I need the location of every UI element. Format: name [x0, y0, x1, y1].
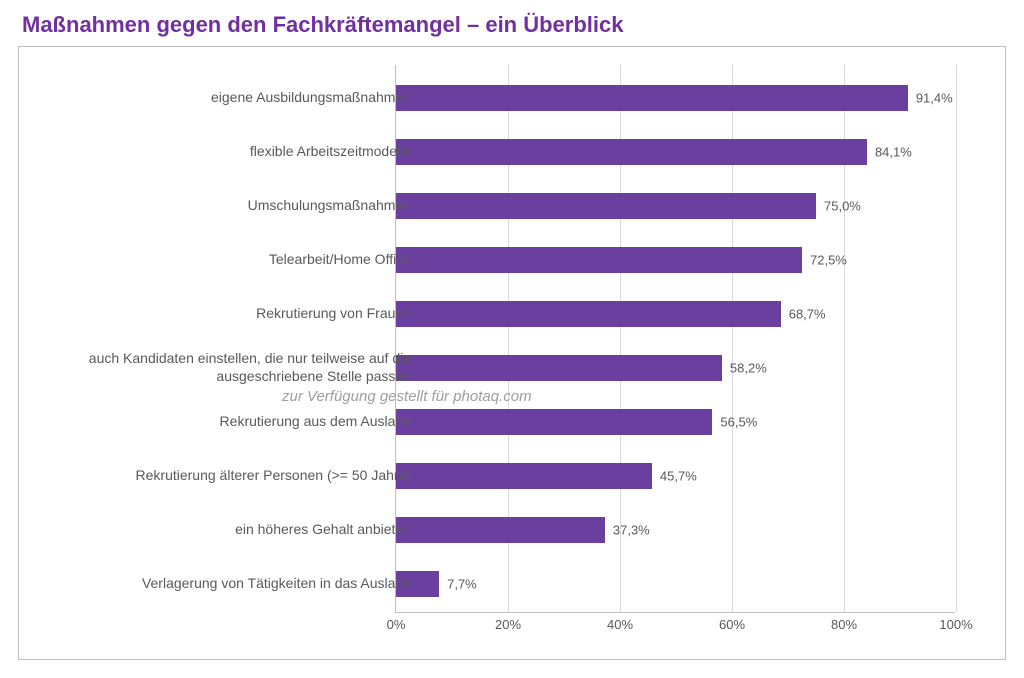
bar-value-label: 58,2%: [722, 361, 767, 376]
x-tick-label: 80%: [831, 617, 857, 632]
bar: 68,7%: [396, 301, 781, 327]
bar: 45,7%: [396, 463, 652, 489]
gridline: [956, 65, 957, 612]
bar: 58,2%: [396, 355, 722, 381]
bar-row: 72,5%: [396, 247, 955, 273]
bar-value-label: 72,5%: [802, 253, 847, 268]
bar: 72,5%: [396, 247, 802, 273]
category-label: Rekrutierung älterer Personen (>= 50 Jah…: [51, 467, 411, 485]
bar-row: 75,0%: [396, 193, 955, 219]
bar-value-label: 56,5%: [712, 415, 757, 430]
bar: 37,3%: [396, 517, 605, 543]
bar: 75,0%: [396, 193, 816, 219]
category-label: Umschulungsmaßnahmen: [51, 197, 411, 215]
bar: 91,4%: [396, 85, 908, 111]
bar-row: 37,3%: [396, 517, 955, 543]
bar: 84,1%: [396, 139, 867, 165]
bar-value-label: 45,7%: [652, 469, 697, 484]
category-label: auch Kandidaten einstellen, die nur teil…: [51, 350, 411, 385]
bar-row: 56,5%: [396, 409, 955, 435]
category-label: ein höheres Gehalt anbieten: [51, 521, 411, 539]
bar-value-label: 84,1%: [867, 145, 912, 160]
bar-row: 58,2%: [396, 355, 955, 381]
bar-value-label: 7,7%: [439, 577, 477, 592]
category-label: Rekrutierung von Frauen: [51, 305, 411, 323]
x-tick-label: 60%: [719, 617, 745, 632]
bar-value-label: 68,7%: [781, 307, 826, 322]
bar-row: 7,7%: [396, 571, 955, 597]
bar: 56,5%: [396, 409, 712, 435]
plot-area: 0%20%40%60%80%100%91,4%84,1%75,0%72,5%68…: [395, 65, 955, 613]
x-tick-label: 100%: [939, 617, 972, 632]
chart-frame: 0% 20% 40% 60% 80% 100% 91,4% 84,1% 75,0% 72,5% 68…: [18, 46, 1006, 660]
bar-value-label: 75,0%: [816, 199, 861, 214]
x-tick-label: 20%: [495, 617, 521, 632]
category-label: Telearbeit/Home Office: [51, 251, 411, 269]
bar-row: 84,1%: [396, 139, 955, 165]
x-tick-label: 40%: [607, 617, 633, 632]
category-label: eigene Ausbildungsmaßnahmen: [51, 89, 411, 107]
bar-value-label: 37,3%: [605, 523, 650, 538]
bar-value-label: 91,4%: [908, 91, 953, 106]
bar-row: 68,7%: [396, 301, 955, 327]
bar-row: 91,4%: [396, 85, 955, 111]
bar-row: 45,7%: [396, 463, 955, 489]
category-label: Rekrutierung aus dem Ausland: [51, 413, 411, 431]
category-label: Verlagerung von Tätigkeiten in das Ausla…: [51, 575, 411, 593]
category-label: flexible Arbeitszeitmodelle: [51, 143, 411, 161]
chart-title: Maßnahmen gegen den Fachkräftemangel – e…: [0, 0, 1024, 44]
x-tick-label: 0%: [387, 617, 406, 632]
